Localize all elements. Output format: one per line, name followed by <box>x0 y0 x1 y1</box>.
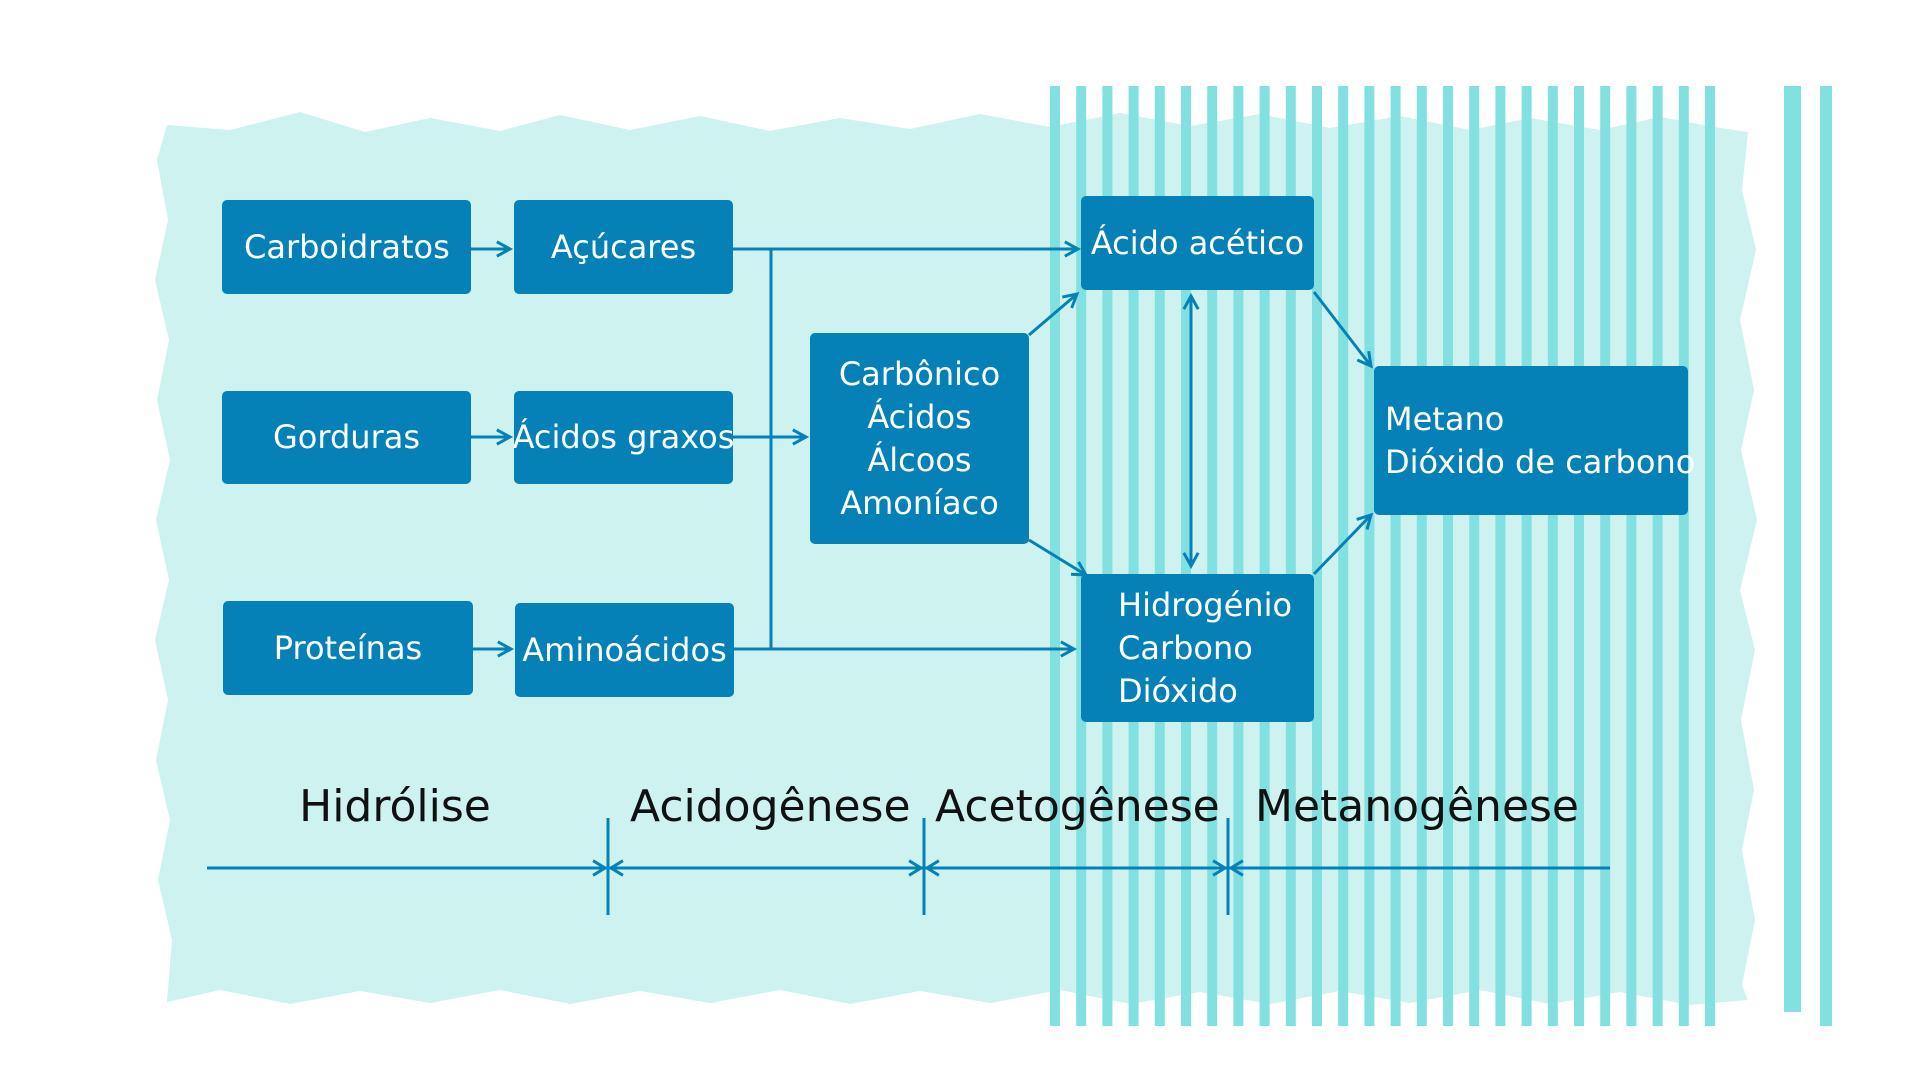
timeline-arrow-in-1 <box>592 859 608 877</box>
box-hidrogenio: Hidrogénio Carbono Dióxido <box>1081 574 1314 722</box>
box-acucares-label: Açúcares <box>550 227 697 266</box>
arrow-intermediarios-acido-acetico <box>1028 292 1078 337</box>
arrow-acidos-graxos-intermediarios-head <box>792 428 810 446</box>
phase-acidogenese: Acidogênese <box>630 781 911 832</box>
stripe <box>1416 86 1427 1026</box>
stripe <box>1600 86 1611 1026</box>
box-acucares: Açúcares <box>514 200 733 294</box>
arrow-aminoacidos-hidrogenio-head <box>1060 640 1078 658</box>
produtos-line-1: Metano <box>1385 399 1505 438</box>
intermediario-line-4: Amoníaco <box>840 483 999 522</box>
timeline-arrow-in-2 <box>908 859 924 877</box>
phase-acetogenese: Acetogênese <box>935 781 1220 832</box>
stripe <box>1705 86 1715 1026</box>
box-produtos: Metano Dióxido de carbono <box>1374 366 1695 515</box>
arrow-proteinas-aminoacidos-head <box>497 640 515 658</box>
stripe <box>1207 86 1218 1026</box>
timeline-arrow-out-1 <box>608 859 624 877</box>
arrow-carboidratos-acucares-head <box>496 240 514 258</box>
box-proteinas: Proteínas <box>223 601 473 695</box>
hidrogenio-line-3: Dióxido <box>1118 671 1238 710</box>
phase-hidrolise: Hidrólise <box>299 781 491 832</box>
box-intermediarios: Carbônico Ácidos Álcoos Amoníaco <box>810 333 1029 544</box>
arrow-acido-acetico-produtos-head <box>1356 350 1373 369</box>
phase-metanogenese: Metanogênese <box>1255 781 1580 832</box>
stripe <box>1626 86 1637 1026</box>
stripe <box>1390 86 1401 1026</box>
intermediario-line-3: Álcoos <box>867 440 972 479</box>
arrow-gorduras-acidos-graxos-head <box>496 428 514 446</box>
stripe <box>1784 86 1801 1012</box>
arrow-acucares-acido-acetico-head <box>1064 240 1082 258</box>
box-proteinas-label: Proteínas <box>273 628 423 667</box>
stripe <box>1259 86 1270 1026</box>
stripe <box>1154 86 1165 1026</box>
stripe <box>1128 86 1139 1026</box>
box-carboidratos: Carboidratos <box>222 200 471 294</box>
arrow-intermediarios-hidrogenio <box>1028 538 1087 577</box>
box-acidos-graxos-label: Ácidos graxos <box>512 418 735 456</box>
stripe <box>1574 86 1584 1026</box>
box-aminoacidos: Aminoácidos <box>515 603 734 697</box>
flow-arrows <box>471 240 1374 658</box>
box-acido-acetico: Ácido acético <box>1081 196 1314 290</box>
stripe <box>1820 86 1832 1026</box>
stripe <box>1652 86 1663 1026</box>
stripe <box>1495 86 1506 1026</box>
stripe <box>1233 86 1244 1026</box>
box-acidos-graxos: Ácidos graxos <box>512 391 735 484</box>
hidrogenio-line-2: Carbono <box>1118 628 1253 667</box>
stripe <box>1469 86 1480 1026</box>
arrow-acetico-hidrogenio-down-head <box>1182 552 1200 570</box>
box-gorduras: Gorduras <box>222 391 471 484</box>
stripe <box>1312 86 1322 1026</box>
timeline-arrow-in-3 <box>1212 859 1228 877</box>
stripe <box>1285 86 1296 1026</box>
arrow-hidrogenio-produtos-head <box>1356 512 1374 530</box>
stripe <box>1076 86 1087 1026</box>
stripe <box>1443 86 1453 1026</box>
box-carboidratos-label: Carboidratos <box>244 227 450 266</box>
intermediario-line-1: Carbônico <box>838 354 1001 393</box>
produtos-line-2: Dióxido de carbono <box>1385 442 1696 481</box>
timeline-arrow-out-2 <box>924 859 940 877</box>
arrow-hidrogenio-produtos <box>1312 513 1373 576</box>
arrow-acetico-hidrogenio-up-head <box>1182 292 1200 310</box>
stripe <box>1521 86 1532 1026</box>
stripe <box>1678 86 1689 1026</box>
box-acido-acetico-label: Ácido acético <box>1090 223 1305 262</box>
intermediario-line-2: Ácidos <box>867 397 972 436</box>
stripe <box>1547 86 1558 1026</box>
stripe <box>1102 86 1113 1026</box>
timeline-arrow-out-3 <box>1228 859 1244 877</box>
arrow-acido-acetico-produtos <box>1312 291 1373 367</box>
stripe-pattern <box>1050 86 1832 1026</box>
stripe <box>1338 86 1349 1026</box>
background-panel <box>155 112 1757 1005</box>
hidrogenio-line-1: Hidrogénio <box>1118 585 1293 624</box>
phase-timeline <box>207 818 1610 915</box>
stripe <box>1364 86 1375 1026</box>
arrow-intermediarios-acido-acetico-head <box>1062 291 1080 309</box>
box-aminoacidos-label: Aminoácidos <box>522 630 727 669</box>
box-gorduras-label: Gorduras <box>273 418 420 456</box>
